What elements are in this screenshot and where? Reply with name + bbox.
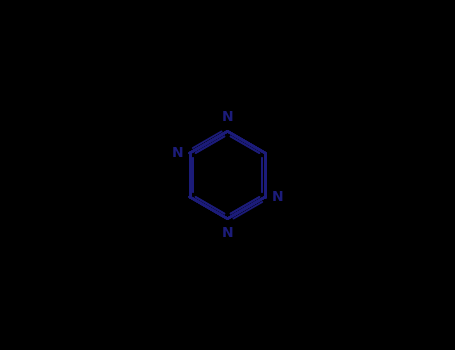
Text: N: N bbox=[222, 110, 233, 124]
Text: N: N bbox=[172, 146, 184, 160]
Text: N: N bbox=[271, 190, 283, 204]
Text: N: N bbox=[222, 226, 233, 240]
